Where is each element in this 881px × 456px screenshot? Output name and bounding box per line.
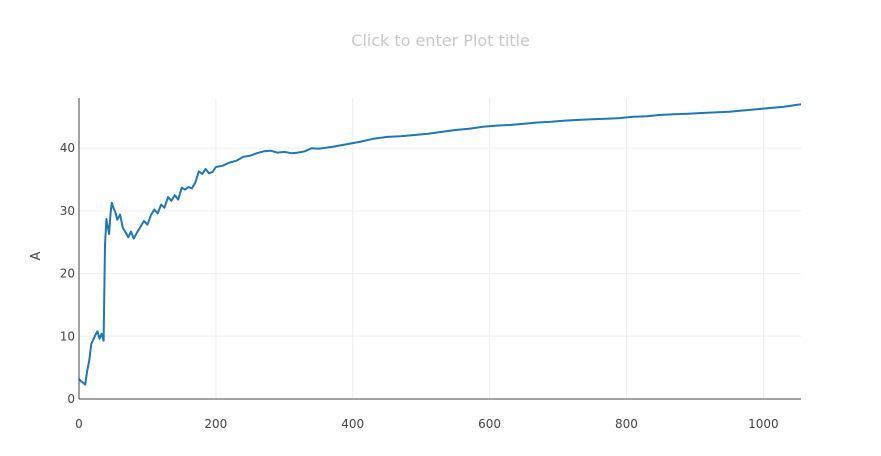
x-tick-label: 1000 [748, 417, 779, 431]
y-tick-label: 30 [60, 204, 75, 218]
x-tick-label: 800 [615, 417, 638, 431]
y-tick-label: 0 [67, 392, 75, 406]
x-tick-label: 400 [341, 417, 364, 431]
y-tick-label: 40 [60, 141, 75, 155]
y-tick-label: 10 [60, 329, 75, 343]
x-tick-label: 0 [75, 417, 83, 431]
grid-lines [79, 98, 801, 399]
x-tick-label: 200 [204, 417, 227, 431]
plot-title[interactable]: Click to enter Plot title [351, 31, 530, 50]
x-tick-label: 600 [478, 417, 501, 431]
y-tick-labels: 0 10 20 30 40 [60, 141, 75, 406]
y-tick-label: 20 [60, 267, 75, 281]
x-tick-labels: 0 200 400 600 800 1000 [75, 417, 778, 431]
series-group [78, 103, 802, 386]
y-axis-title: A [29, 251, 44, 260]
axes [78, 98, 801, 400]
series-line-0 [78, 103, 802, 386]
